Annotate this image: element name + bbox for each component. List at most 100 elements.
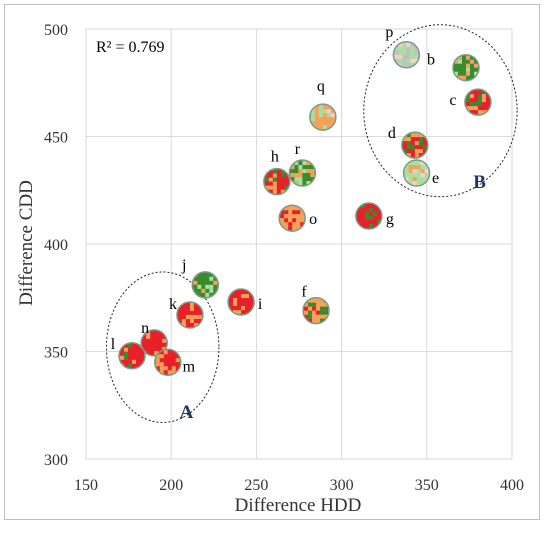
mosaic-cell (237, 290, 242, 295)
mosaic-cell (398, 46, 403, 51)
data-points: b c p q d e rh o g j i f k n l m (111, 24, 492, 376)
mosaic-cell (284, 218, 289, 223)
point-outline (401, 131, 429, 159)
mosaic-cell (233, 298, 238, 303)
mosaic-cell (146, 334, 151, 339)
mosaic-cell (408, 165, 413, 170)
mosaic-cell (290, 173, 295, 178)
mosaic-cell (189, 318, 194, 323)
mosaic-cell (197, 314, 202, 319)
mosaic-cell (457, 55, 462, 60)
group-label-a: A (180, 402, 194, 423)
point-label-d: d (388, 125, 396, 142)
mosaic-cell (477, 98, 482, 103)
mosaic-cell (420, 173, 425, 178)
point-outline (309, 103, 337, 131)
mosaic-cell (171, 366, 176, 371)
point-outline (191, 271, 220, 299)
data-point-r (288, 159, 317, 187)
mosaic-cell (422, 145, 427, 150)
point-outline (140, 329, 168, 357)
mosaic-cell (175, 362, 180, 367)
mosaic-cell (406, 153, 411, 158)
mosaic-cell (410, 54, 415, 59)
group-ellipses: AB (105, 24, 518, 423)
mosaic-cell (185, 314, 190, 319)
mosaic-cell (237, 294, 242, 299)
mosaic-cell (298, 173, 303, 178)
mosaic-cell (159, 370, 164, 375)
data-point-p (392, 41, 421, 69)
mosaic-cell (469, 59, 474, 64)
mosaic-cell (155, 354, 160, 359)
mosaic-cell (356, 220, 361, 225)
point-outline (154, 348, 182, 376)
point-outline (227, 288, 255, 316)
mosaic-cell (364, 208, 369, 213)
point-label-b: b (427, 52, 435, 69)
mosaic-cell (298, 169, 303, 174)
mosaic-cell (185, 322, 190, 327)
mosaic-cell (189, 314, 194, 319)
mosaic-cell (233, 310, 238, 315)
mosaic-cell (294, 181, 299, 186)
x-tick-label: 200 (159, 477, 183, 494)
mosaic-cell (310, 173, 315, 178)
mosaic-cell (404, 177, 409, 182)
data-point-d (401, 131, 429, 159)
mosaic-cell (245, 290, 250, 295)
mosaic-cell (280, 210, 285, 215)
point-label-e: e (432, 170, 439, 187)
mosaic-cell (171, 370, 176, 375)
mosaic-cell (469, 106, 474, 111)
mosaic-cell (268, 185, 273, 190)
mosaic-cell (402, 46, 407, 51)
mosaic-cell (372, 220, 377, 225)
mosaic-cell (481, 98, 486, 103)
mosaic-cell (272, 169, 277, 174)
mosaic-cell (197, 284, 202, 289)
point-outline (118, 342, 146, 370)
mosaic-cell (469, 102, 474, 107)
x-tick-label: 250 (244, 477, 268, 494)
point-outline (278, 204, 306, 232)
mosaic-cell (308, 318, 313, 323)
mosaic-cell (322, 109, 327, 114)
mosaic-cell (284, 185, 289, 190)
point-label-q: q (317, 78, 325, 95)
data-point-m (154, 348, 182, 376)
mosaic-cell (158, 338, 163, 343)
mosaic-cell (402, 149, 407, 154)
mosaic-cell (398, 54, 403, 59)
mosaic-cell (410, 46, 415, 51)
mosaic-cell (410, 50, 415, 55)
mosaic-cell (453, 71, 458, 76)
mosaic-cell (233, 302, 238, 307)
point-label-j: j (181, 257, 186, 274)
mosaic-cell (368, 224, 373, 229)
mosaic-cell (408, 169, 413, 174)
mosaic-cell (473, 63, 478, 68)
mosaic-cell (158, 330, 163, 335)
mosaic-cell (296, 210, 301, 215)
mosaic-cell (209, 276, 214, 281)
mosaic-cell (132, 359, 137, 364)
mosaic-cell (284, 210, 289, 215)
mosaic-cell (155, 358, 160, 363)
mosaic-cell (175, 358, 180, 363)
mosaic-cell (312, 302, 317, 307)
mosaic-cell (264, 185, 269, 190)
mosaic-cell (308, 302, 313, 307)
mosaic-cell (296, 218, 301, 223)
mosaic-cell (310, 169, 315, 174)
mosaic-cell (457, 75, 462, 80)
mosaic-cell (473, 71, 478, 76)
mosaic-cell (241, 294, 246, 299)
mosaic-cell (304, 306, 309, 311)
mosaic-cell (412, 177, 417, 182)
mosaic-cell (304, 314, 309, 319)
mosaic-cell (159, 366, 164, 371)
mosaic-cell (412, 169, 417, 174)
mosaic-cell (412, 181, 417, 186)
mosaic-cell (414, 133, 419, 138)
